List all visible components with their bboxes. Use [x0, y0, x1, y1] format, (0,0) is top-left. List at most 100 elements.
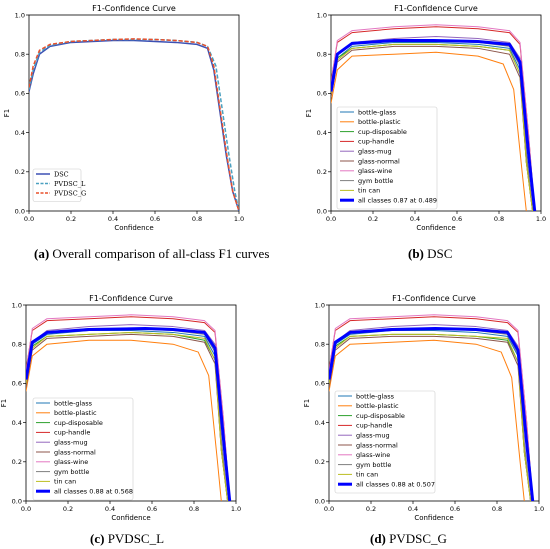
chart-panel-0: F1-Confidence Curve 0.0 0.2 0.4 0.6 0.8 1.0 0.0…: [3, 4, 244, 232]
x-axis-label: Confidence: [416, 224, 455, 232]
legend-label-2: cup-disposable: [54, 419, 103, 427]
x-tick-label: 0.6: [150, 215, 160, 223]
legend-label-6: glass-wine: [54, 458, 88, 466]
y-tick-label: 0.6: [12, 380, 22, 388]
chart-panel-3: F1-Confidence Curve 0.0 0.2 0.4 0.6 0.8 1.0 0.0…: [303, 294, 544, 522]
chart-panel-2: F1-Confidence Curve 0.0 0.2 0.4 0.6 0.8 1.0 0.0…: [0, 294, 241, 522]
legend: bottle-glass bottle-plastic cup-disposable…: [334, 390, 436, 494]
y-tick-label: 0.2: [315, 458, 325, 466]
chart-panel-1: F1-Confidence Curve 0.0 0.2 0.4 0.6 0.8 1.0 0.0…: [305, 4, 546, 232]
y-tick-label: 1.0: [315, 301, 325, 309]
y-axis-label: F1: [3, 109, 11, 117]
caption-d-text: PVDSC_G: [389, 531, 447, 546]
chart-title: F1-Confidence Curve: [392, 294, 476, 303]
series-line-1: [331, 51, 527, 211]
x-tick-label: 1.0: [234, 215, 244, 223]
caption-c-label: (c): [90, 531, 105, 546]
series-line-1: [329, 339, 525, 501]
legend-label-1: bottle-plastic: [356, 402, 399, 410]
legend-label-3: cup-handle: [356, 422, 392, 430]
legend-box: [334, 390, 436, 494]
caption-c: (c) PVDSC_L: [90, 531, 164, 547]
y-tick-label: 0.6: [315, 380, 325, 388]
series-group: [29, 38, 239, 211]
x-tick-label: 0.4: [108, 215, 118, 223]
y-tick-label: 0.4: [12, 419, 22, 427]
x-tick-label: 0.0: [24, 215, 34, 223]
legend-label-1: PVDSC_L: [54, 180, 86, 188]
legend-label-6: glass-wine: [356, 451, 390, 459]
legend-box: [336, 106, 438, 210]
y-tick-label: 0.8: [15, 51, 25, 59]
x-tick-label: 0.2: [63, 505, 73, 513]
legend-label-3: cup-handle: [358, 138, 394, 146]
x-tick-label: 0.0: [21, 505, 31, 513]
y-tick-label: 0.8: [12, 341, 22, 349]
caption-a-label: (a): [34, 246, 50, 261]
plot-frame: [28, 14, 240, 212]
x-tick-label: 0.4: [105, 505, 115, 513]
x-tick-label: 0.0: [324, 505, 334, 513]
series-line-8: [329, 333, 532, 501]
legend-label-1: bottle-plastic: [358, 118, 401, 126]
y-tick-label: 0.0: [15, 207, 25, 215]
legend-label-8: tin can: [358, 187, 380, 195]
x-tick-label: 0.8: [189, 505, 199, 513]
caption-c-text: PVDSC_L: [107, 531, 165, 546]
plot-frame: [25, 304, 237, 502]
x-tick-label: 0.8: [494, 215, 504, 223]
x-tick-label: 0.2: [366, 505, 376, 513]
series-line-2: [29, 38, 239, 211]
y-tick-label: 0.4: [317, 129, 327, 137]
y-tick-label: 0.0: [315, 497, 325, 505]
legend-label-3: cup-handle: [54, 429, 90, 437]
y-axis-label: F1: [303, 399, 311, 407]
chart-title: F1-Confidence Curve: [92, 4, 176, 13]
caption-d-label: (d): [370, 531, 386, 546]
series-group: [329, 314, 535, 501]
legend-label-5: glass-normal: [358, 157, 400, 165]
caption-b-label: (b): [408, 246, 424, 261]
caption-d: (d) PVDSC_G: [370, 531, 447, 547]
legend-label-8: tin can: [356, 471, 378, 479]
series-line-6: [331, 24, 536, 211]
legend-label-5: glass-normal: [54, 448, 96, 456]
legend-label-0: bottle-glass: [54, 399, 93, 407]
caption-a: (a) Overall comparison of all-class F1 c…: [34, 246, 269, 262]
x-tick-label: 0.4: [410, 215, 420, 223]
series-group: [331, 24, 537, 211]
legend-label-9: all classes 0.87 at 0.489: [358, 197, 437, 205]
x-tick-label: 0.8: [192, 215, 202, 223]
series-line-6: [26, 314, 231, 501]
chart-title: F1-Confidence Curve: [89, 294, 173, 303]
plot-frame: [330, 14, 542, 212]
x-axis-label: Confidence: [414, 514, 453, 522]
series-line-9: [329, 327, 535, 501]
legend-label-2: cup-disposable: [356, 412, 405, 420]
legend-label-4: glass-mug: [54, 439, 88, 447]
legend-label-4: glass-mug: [356, 432, 390, 440]
x-tick-label: 1.0: [534, 505, 544, 513]
x-tick-label: 0.6: [450, 505, 460, 513]
legend-label-9: all classes 0.88 at 0.568: [54, 488, 133, 496]
legend-label-0: DSC: [54, 170, 69, 178]
y-axis-label: F1: [305, 109, 313, 117]
series-line-8: [331, 43, 534, 211]
caption-b: (b) DSC: [408, 246, 452, 262]
legend-label-8: tin can: [54, 478, 76, 486]
legend-label-9: all classes 0.88 at 0.507: [356, 481, 435, 489]
y-tick-label: 0.2: [317, 168, 327, 176]
y-tick-label: 1.0: [15, 11, 25, 19]
legend-label-4: glass-mug: [358, 148, 392, 156]
x-tick-label: 0.2: [66, 215, 76, 223]
y-tick-label: 0.4: [315, 419, 325, 427]
caption-a-text: Overall comparison of all-class F1 curve…: [52, 246, 270, 261]
y-tick-label: 0.0: [317, 207, 327, 215]
x-tick-label: 0.6: [147, 505, 157, 513]
legend-label-7: gym bottle: [54, 468, 89, 476]
series-line-9: [331, 38, 537, 211]
legend-label-7: gym bottle: [358, 177, 393, 185]
y-tick-label: 0.6: [15, 90, 25, 98]
y-tick-label: 0.2: [12, 458, 22, 466]
series-line-9: [26, 327, 232, 501]
